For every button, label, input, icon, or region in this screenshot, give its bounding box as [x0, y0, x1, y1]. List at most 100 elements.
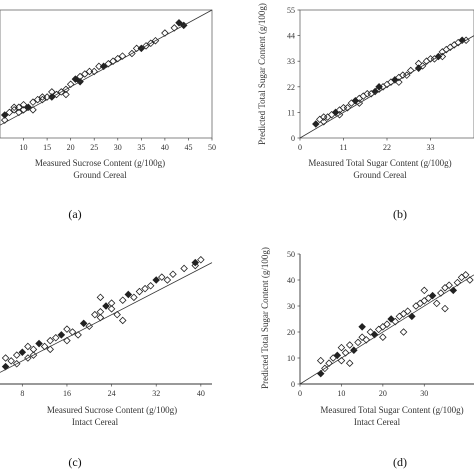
x-tick-label: 20: [67, 143, 75, 152]
chart-b: 0 11 22 33 0 11 22 33 44 55 Measured Total Sugar…: [257, 3, 474, 221]
x-tick-label: 10: [20, 143, 28, 152]
x-tick-label: 32: [152, 389, 160, 398]
x-tick-label: 11: [340, 143, 348, 152]
data-point: [15, 108, 23, 117]
data-point: [62, 90, 70, 99]
x-ticks: 10 15 20 25 30 35 40 45 50: [20, 138, 216, 152]
y-tick-label: 33: [287, 57, 295, 66]
x-tick-label: 24: [108, 389, 116, 398]
data-point: [118, 52, 127, 60]
data-point: [19, 106, 28, 114]
data-point: [29, 345, 38, 354]
data-point: [1, 362, 10, 371]
data-point: [46, 336, 54, 345]
x-axis-label: Measured Total Sugar Content (g/100g): [308, 158, 451, 168]
data-point: [312, 120, 320, 128]
x-tick-label: 30: [420, 389, 428, 398]
data-point: [130, 293, 138, 302]
x-axis-label: Measured Sucrose Content (g/100g): [35, 158, 165, 168]
x-tick-label: 0: [298, 389, 302, 398]
data-point: [316, 356, 325, 365]
x-tick-label: 30: [114, 143, 122, 152]
data-point: [437, 289, 445, 297]
points-layer: [312, 36, 470, 128]
x-tick-label: 45: [184, 143, 192, 152]
data-point: [406, 66, 415, 75]
x-axis-sublabel: Intact Cereal: [354, 417, 401, 427]
x-tick-label: 0: [298, 143, 302, 152]
data-point: [420, 286, 429, 295]
data-point: [337, 343, 346, 352]
x-tick-label: 40: [197, 389, 205, 398]
identity-line: [0, 262, 213, 373]
data-point: [403, 307, 412, 315]
data-point: [40, 342, 49, 351]
data-point: [5, 108, 14, 117]
data-point: [1, 354, 10, 362]
chart-a: 10 15 20 25 30 35 40 45 50 Measured Sucrose Cont…: [0, 9, 216, 221]
data-point: [141, 284, 149, 293]
data-point: [10, 103, 18, 112]
data-point: [374, 325, 383, 334]
data-point: [414, 59, 423, 68]
y-tick-label: 10: [287, 354, 295, 363]
data-point: [158, 273, 166, 281]
data-point: [12, 351, 21, 359]
data-point: [191, 261, 200, 270]
data-point: [109, 57, 117, 65]
data-point: [46, 345, 54, 354]
data-point: [375, 83, 383, 91]
data-point: [319, 113, 328, 121]
data-point: [0, 111, 9, 119]
y-tick-label: 55: [287, 6, 295, 15]
data-point: [19, 100, 28, 109]
y-tick-label: 22: [287, 83, 295, 92]
x-axis-label: Measured Total Sugar Content (g/100g): [320, 405, 463, 415]
data-point: [135, 287, 144, 296]
data-point: [362, 336, 371, 344]
data-point: [445, 281, 453, 289]
data-point: [351, 96, 360, 105]
data-point: [57, 331, 66, 339]
identity-line: [0, 9, 213, 126]
data-point: [152, 276, 160, 284]
data-point: [323, 113, 332, 121]
panel-label: (c): [68, 455, 81, 469]
data-point: [416, 299, 424, 308]
data-point: [345, 341, 354, 349]
data-point: [90, 67, 98, 76]
data-point: [96, 293, 105, 302]
x-ticks: 0 10 20 30: [298, 384, 428, 398]
data-point: [366, 328, 375, 336]
data-point: [358, 323, 366, 331]
panel-label: (d): [393, 455, 407, 469]
y-tick-label: 44: [287, 32, 295, 41]
data-point: [325, 359, 333, 367]
x-axis-sublabel: Intact Cereal: [72, 417, 119, 427]
data-point: [453, 278, 462, 287]
data-point: [118, 316, 127, 325]
data-point: [359, 92, 368, 100]
data-point: [107, 305, 116, 313]
data-point: [35, 339, 43, 348]
data-point: [175, 19, 183, 27]
data-point: [91, 310, 99, 319]
data-point: [132, 44, 141, 53]
data-point: [68, 328, 77, 336]
y-tick-label: 20: [287, 328, 295, 337]
data-point: [399, 328, 408, 336]
data-point: [316, 115, 324, 124]
x-tick-label: 35: [137, 143, 145, 152]
data-point: [66, 80, 75, 89]
data-point: [24, 342, 32, 351]
data-point: [420, 297, 429, 305]
data-point: [7, 357, 15, 365]
x-tick-label: 22: [383, 143, 391, 152]
x-tick-label: 10: [337, 389, 345, 398]
data-point: [48, 88, 56, 96]
data-point: [170, 24, 179, 32]
data-point: [107, 299, 116, 307]
x-tick-label: 15: [43, 143, 51, 152]
data-point: [18, 348, 27, 356]
y-axis-label: Predicted Total Sugar Content (g/100g): [257, 3, 267, 145]
